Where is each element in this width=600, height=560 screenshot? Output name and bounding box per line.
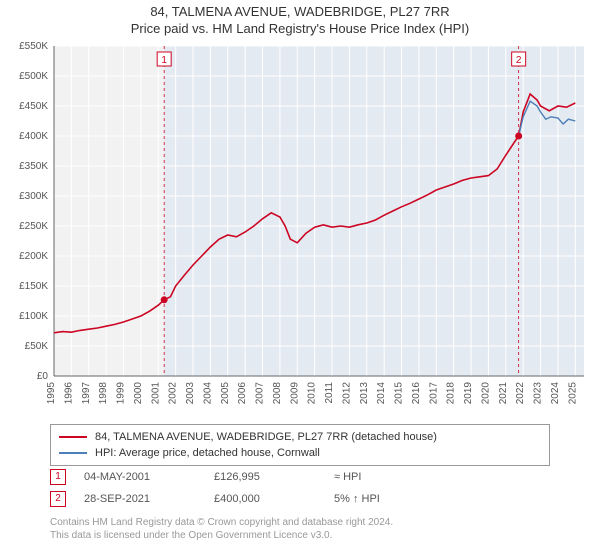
svg-text:2022: 2022 bbox=[515, 382, 526, 405]
svg-text:£400K: £400K bbox=[19, 131, 48, 142]
svg-text:2016: 2016 bbox=[411, 382, 422, 405]
svg-text:2006: 2006 bbox=[237, 382, 248, 405]
svg-text:2002: 2002 bbox=[168, 382, 179, 405]
svg-text:2009: 2009 bbox=[289, 382, 300, 405]
svg-text:2024: 2024 bbox=[550, 382, 561, 405]
svg-text:2019: 2019 bbox=[463, 382, 474, 405]
svg-text:2000: 2000 bbox=[133, 382, 144, 405]
title-subtitle: Price paid vs. HM Land Registry's House … bbox=[0, 21, 600, 36]
svg-text:£200K: £200K bbox=[19, 251, 48, 262]
svg-text:2: 2 bbox=[516, 55, 522, 66]
svg-text:1997: 1997 bbox=[81, 382, 92, 405]
svg-text:2011: 2011 bbox=[324, 382, 335, 404]
sale-marker-icon: 1 bbox=[50, 469, 66, 485]
svg-text:2025: 2025 bbox=[567, 382, 578, 405]
svg-text:2008: 2008 bbox=[272, 382, 283, 405]
legend-label: HPI: Average price, detached house, Corn… bbox=[95, 447, 320, 459]
legend: 84, TALMENA AVENUE, WADEBRIDGE, PL27 7RR… bbox=[50, 424, 550, 466]
legend-swatch bbox=[59, 452, 87, 454]
svg-text:£250K: £250K bbox=[19, 221, 48, 232]
footer: Contains HM Land Registry data © Crown c… bbox=[50, 516, 550, 542]
svg-text:1998: 1998 bbox=[98, 382, 109, 405]
svg-text:£550K: £550K bbox=[19, 41, 48, 52]
svg-text:£350K: £350K bbox=[19, 161, 48, 172]
footer-line: Contains HM Land Registry data © Crown c… bbox=[50, 516, 550, 529]
legend-label: 84, TALMENA AVENUE, WADEBRIDGE, PL27 7RR… bbox=[95, 431, 437, 443]
sale-date: 04-MAY-2001 bbox=[84, 471, 214, 483]
svg-text:2007: 2007 bbox=[255, 382, 266, 405]
sale-row: 2 28-SEP-2021 £400,000 5% ↑ HPI bbox=[50, 488, 550, 510]
chart: £0 £50K £100K £150K £200K £250K £300K £350K £400… bbox=[0, 40, 600, 420]
svg-text:1999: 1999 bbox=[116, 382, 127, 405]
svg-text:2012: 2012 bbox=[341, 382, 352, 405]
svg-text:2023: 2023 bbox=[533, 382, 544, 405]
svg-text:2017: 2017 bbox=[428, 382, 439, 405]
svg-text:1: 1 bbox=[161, 55, 167, 66]
sales-table: 1 04-MAY-2001 £126,995 ≈ HPI 2 28-SEP-20… bbox=[50, 466, 550, 510]
legend-swatch bbox=[59, 436, 87, 438]
chart-svg: £0 £50K £100K £150K £200K £250K £300K £350K £400… bbox=[0, 40, 600, 420]
svg-text:2001: 2001 bbox=[150, 382, 161, 405]
title-address: 84, TALMENA AVENUE, WADEBRIDGE, PL27 7RR bbox=[0, 4, 600, 19]
svg-text:£500K: £500K bbox=[19, 71, 48, 82]
title-block: 84, TALMENA AVENUE, WADEBRIDGE, PL27 7RR… bbox=[0, 0, 600, 36]
svg-text:£50K: £50K bbox=[25, 341, 49, 352]
legend-item: 84, TALMENA AVENUE, WADEBRIDGE, PL27 7RR… bbox=[59, 429, 541, 445]
sale-hpi: ≈ HPI bbox=[334, 471, 434, 483]
svg-text:2013: 2013 bbox=[359, 382, 370, 405]
svg-text:2021: 2021 bbox=[498, 382, 509, 405]
sale-row: 1 04-MAY-2001 £126,995 ≈ HPI bbox=[50, 466, 550, 488]
svg-text:2020: 2020 bbox=[480, 382, 491, 405]
footer-line: This data is licensed under the Open Gov… bbox=[50, 529, 550, 542]
legend-item: HPI: Average price, detached house, Corn… bbox=[59, 445, 541, 461]
svg-text:£300K: £300K bbox=[19, 191, 48, 202]
sale-hpi: 5% ↑ HPI bbox=[334, 493, 434, 505]
svg-text:2018: 2018 bbox=[446, 382, 457, 405]
sale-price: £126,995 bbox=[214, 471, 334, 483]
svg-text:2005: 2005 bbox=[220, 382, 231, 405]
svg-text:£150K: £150K bbox=[19, 281, 48, 292]
svg-text:2003: 2003 bbox=[185, 382, 196, 405]
svg-text:£0: £0 bbox=[37, 371, 49, 382]
root: 84, TALMENA AVENUE, WADEBRIDGE, PL27 7RR… bbox=[0, 0, 600, 560]
svg-text:1995: 1995 bbox=[46, 382, 57, 405]
svg-text:2010: 2010 bbox=[307, 382, 318, 405]
sale-price: £400,000 bbox=[214, 493, 334, 505]
svg-text:2014: 2014 bbox=[376, 382, 387, 405]
svg-text:2015: 2015 bbox=[394, 382, 405, 405]
sale-date: 28-SEP-2021 bbox=[84, 493, 214, 505]
svg-text:2004: 2004 bbox=[202, 382, 213, 405]
svg-text:£100K: £100K bbox=[19, 311, 48, 322]
svg-text:£450K: £450K bbox=[19, 101, 48, 112]
sale-marker-icon: 2 bbox=[50, 491, 66, 507]
svg-text:1996: 1996 bbox=[63, 382, 74, 405]
